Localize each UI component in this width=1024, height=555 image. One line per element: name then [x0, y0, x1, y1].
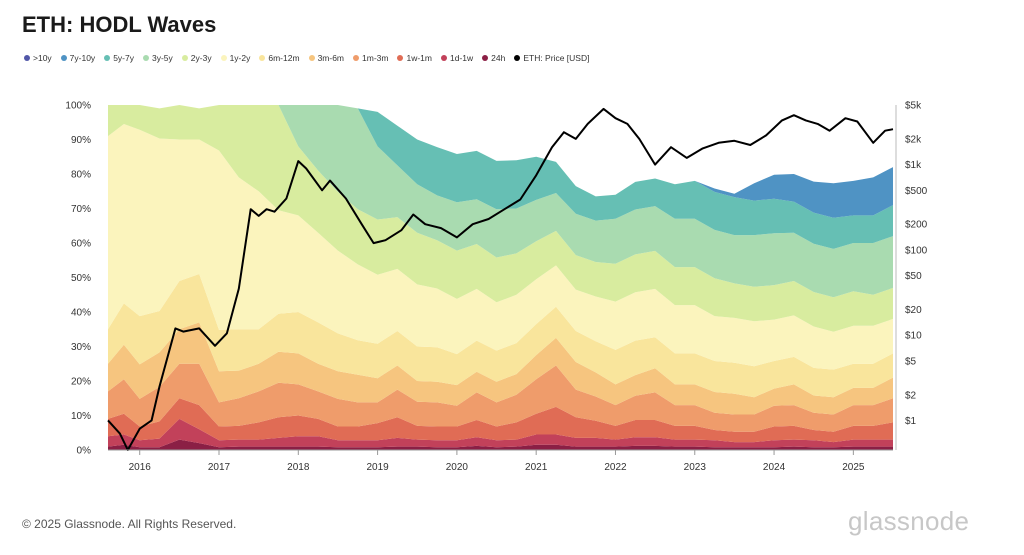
area-series-5y-7y: [108, 105, 893, 249]
y-tick-label: 80%: [71, 170, 91, 181]
legend-swatch: [181, 55, 188, 61]
area-series-3y-5y: [108, 105, 893, 298]
legend-swatch: [259, 55, 266, 61]
legend-item[interactable]: 3y-5y: [142, 53, 173, 63]
legend-item[interactable]: 7y-10y: [60, 53, 96, 63]
legend-swatch: [482, 55, 489, 61]
price-layer: [107, 107, 894, 451]
y2-tick-label: $5: [905, 356, 917, 367]
legend-swatch: [220, 55, 227, 61]
area-series-1d-1w: [108, 418, 893, 448]
legend-label: 1y-2y: [229, 53, 251, 63]
legend-label: 3y-5y: [151, 53, 173, 63]
area-series-1y-2y: [108, 124, 893, 370]
y-tick-label: 90%: [71, 135, 91, 146]
area-series-24h: [108, 439, 893, 450]
area-series-2y-3y: [108, 105, 893, 332]
x-tick-label: 2025: [842, 462, 865, 473]
chart-legend: >10y 7y-10y 5y-7y 3y-5y 2y-3y 1y-2y 6m-12m 3m-6…: [24, 53, 589, 63]
legend-label: 3m-6m: [317, 53, 345, 63]
legend-item[interactable]: 3m-6m: [308, 53, 345, 63]
legend-item[interactable]: 1d-1w: [440, 53, 474, 63]
legend-label: 6m-12m: [268, 53, 300, 63]
legend-item[interactable]: 2y-3y: [181, 53, 212, 63]
legend-item[interactable]: ETH: Price [USD]: [514, 53, 589, 63]
y-tick-label: 40%: [71, 308, 91, 319]
axes: 0% 10% 20% 30% 40% 50% 60% 70% 80% 90% 100% 2016 201…: [65, 101, 927, 474]
x-tick-label: 2019: [366, 462, 389, 473]
legend-label: 7y-10y: [69, 53, 96, 63]
legend-label: 24h: [491, 53, 506, 63]
x-tick-label: 2020: [446, 462, 469, 473]
y2-tick-label: $20: [905, 305, 922, 316]
chart-title: ETH: HODL Waves: [22, 12, 217, 37]
y-tick-label: 0%: [77, 446, 92, 457]
legend-label: 1d-1w: [449, 53, 474, 63]
x-tick-label: 2018: [287, 462, 310, 473]
legend-item[interactable]: 1w-1m: [397, 53, 432, 63]
legend-swatch: [440, 55, 447, 61]
area-series-7y-10y: [108, 105, 893, 218]
area-series-3m-6m: [108, 322, 893, 415]
legend-item[interactable]: 24h: [482, 53, 505, 63]
y2-tick-label: $10: [905, 331, 922, 342]
y2-tick-label: $2k: [905, 134, 922, 145]
y2-tick-label: $500: [905, 186, 928, 197]
legend-item[interactable]: 5y-7y: [104, 53, 134, 63]
legend-label: 1m-3m: [362, 53, 389, 63]
area-layers: [108, 105, 893, 450]
y-tick-label: 70%: [71, 204, 91, 215]
legend-swatch: [353, 55, 360, 61]
legend-item[interactable]: 1y-2y: [220, 53, 251, 63]
y-tick-label: 100%: [65, 101, 91, 112]
legend-swatch: [514, 55, 521, 61]
legend-label: 1w-1m: [406, 53, 432, 63]
legend-swatch: [104, 55, 111, 61]
y-tick-label: 50%: [71, 273, 91, 284]
y2-tick-label: $100: [905, 245, 928, 256]
area-series-1m-3m: [108, 363, 893, 432]
area-series-1w-1m: [108, 398, 893, 443]
brand-logo: glassnode: [848, 506, 970, 536]
y2-tick-label: $200: [905, 220, 928, 231]
legend-item[interactable]: 6m-12m: [259, 53, 300, 63]
x-tick-label: 2016: [129, 462, 152, 473]
legend-item[interactable]: >10y: [24, 53, 52, 63]
legend-label: 2y-3y: [190, 53, 212, 63]
y2-tick-label: $50: [905, 271, 922, 282]
legend-label: 5y-7y: [113, 53, 134, 63]
y-tick-label: 20%: [71, 377, 91, 388]
y-tick-label: 30%: [71, 342, 91, 353]
y-tick-label: 10%: [71, 411, 91, 422]
legend-swatch: [60, 55, 67, 61]
legend-swatch: [142, 55, 149, 61]
price-line: [107, 107, 894, 451]
legend-item[interactable]: 1m-3m: [353, 53, 388, 63]
legend-swatch: [308, 55, 315, 61]
x-tick-label: 2024: [763, 462, 786, 473]
x-tick-label: 2022: [604, 462, 627, 473]
legend-swatch: [24, 55, 30, 61]
copyright-footer: © 2025 Glassnode. All Rights Reserved.: [22, 517, 237, 531]
y2-tick-label: $5k: [905, 101, 922, 112]
x-tick-label: 2023: [684, 462, 707, 473]
x-tick-label: 2021: [525, 462, 548, 473]
y2-tick-label: $2: [905, 390, 917, 401]
y2-tick-label: $1k: [905, 160, 922, 171]
legend-label: >10y: [33, 53, 52, 63]
legend-label: ETH: Price [USD]: [523, 53, 590, 63]
y2-tick-label: $1: [905, 416, 917, 427]
area-series-6m-12m: [108, 274, 893, 398]
y-tick-label: 60%: [71, 239, 91, 250]
x-tick-label: 2017: [208, 462, 231, 473]
legend-swatch: [397, 55, 404, 61]
